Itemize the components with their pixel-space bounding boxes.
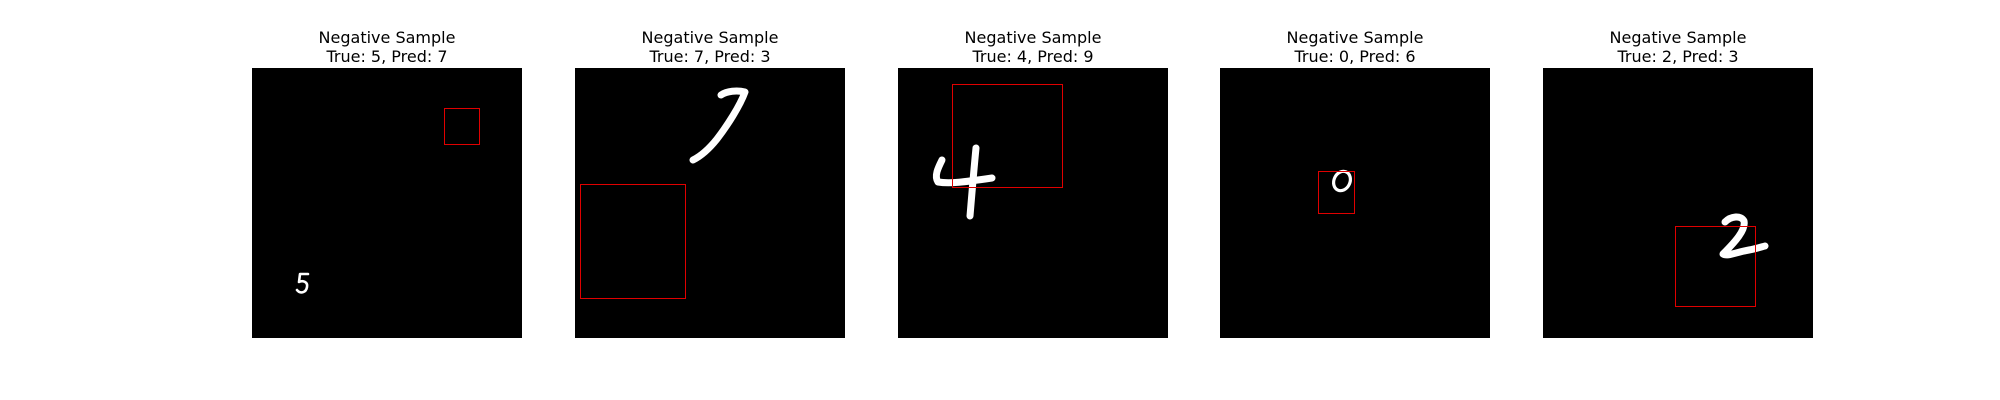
prediction-box [444,108,480,145]
digit-image [1543,68,1813,338]
sample-panel-1: Negative Sample True: 5, Pred: 7 [252,28,522,338]
prediction-box [1675,226,1756,307]
prediction-box [1318,171,1355,214]
panel-title-labels: True: 5, Pred: 7 [326,47,448,66]
panel-title-labels: True: 7, Pred: 3 [649,47,771,66]
panel-title-labels: True: 0, Pred: 6 [1294,47,1416,66]
digit-image [1220,68,1490,338]
panel-title-heading: Negative Sample [318,28,456,47]
panel-title: Negative Sample True: 5, Pred: 7 [252,28,522,68]
digit-7-glyph [689,87,749,164]
digit-2-glyph [1719,213,1769,259]
prediction-box [952,84,1063,188]
prediction-box [580,184,686,299]
digit-4-glyph [932,144,996,220]
panel-title: Negative Sample True: 4, Pred: 9 [898,28,1168,68]
panel-title-heading: Negative Sample [1286,28,1424,47]
panel-title: Negative Sample True: 0, Pred: 6 [1220,28,1490,68]
sample-panel-2: Negative Sample True: 7, Pred: 3 [575,28,845,338]
sample-panel-5: Negative Sample True: 2, Pred: 3 [1543,28,1813,338]
digit-5-glyph [295,272,310,294]
panel-title-heading: Negative Sample [1609,28,1747,47]
panel-title-labels: True: 4, Pred: 9 [972,47,1094,66]
sample-panel-4: Negative Sample True: 0, Pred: 6 [1220,28,1490,338]
digit-image [575,68,845,338]
sample-panel-3: Negative Sample True: 4, Pred: 9 [898,28,1168,338]
panel-title-labels: True: 2, Pred: 3 [1617,47,1739,66]
digit-0-glyph [1332,169,1352,193]
panel-title: Negative Sample True: 2, Pred: 3 [1543,28,1813,68]
panel-title-heading: Negative Sample [964,28,1102,47]
panel-title: Negative Sample True: 7, Pred: 3 [575,28,845,68]
digit-image [898,68,1168,338]
digit-image [252,68,522,338]
panel-title-heading: Negative Sample [641,28,779,47]
